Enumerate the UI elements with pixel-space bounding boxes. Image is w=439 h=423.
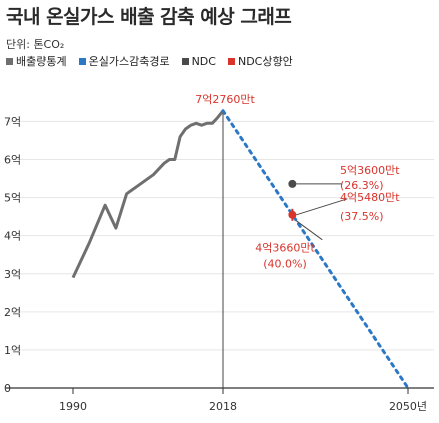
x-tick-label: 2018 [209,400,237,413]
y-tick-label: 2억 [4,306,21,319]
y-tick-label: 5억 [4,192,21,205]
chart-title: 국내 온실가스 배출 감축 예상 그래프 [6,6,292,28]
leader-ndc-raised-pct [296,220,323,241]
legend-item-ndc: NDC [181,53,216,69]
points-layer [288,179,348,241]
annotation-40-pct: (40.0%) [263,258,307,271]
annotation-ndc-raised-pct: (37.5%) [340,210,384,223]
annotation-40: 4억3660만t [255,242,315,255]
legend-swatch-reduction-path [78,57,86,65]
legend-item-ndc-raised: NDC상향안 [227,53,293,69]
axes: 1990 2018 2050년 [6,110,434,413]
legend-label-emissions: 배출량통계 [16,55,67,68]
x-tick-label: 2050년 [389,400,427,413]
y-tick-label: 4억 [4,230,21,243]
legend-swatch-ndc [181,57,189,65]
legend: 배출량통계 온실가스감축경로 NDC NDC상향안 [6,53,293,69]
point-ndc [288,179,297,188]
annotation-ndc-pct: (26.3%) [340,179,384,192]
legend-item-reduction-path: 온실가스감축경로 [78,53,170,69]
annotation-peak: 7억2760만t [195,93,255,106]
series-layer [71,109,410,390]
y-tick-label: 1억 [4,344,21,357]
unit-label: 단위: 톤CO₂ [6,38,65,51]
x-tick-label: 1990 [59,400,87,413]
annotation-ndc: 5억3600만t [340,164,400,177]
y-tick-label: 6억 [4,154,21,167]
series-line-emissions [71,109,225,279]
series-line-reduction-path [221,109,410,390]
annotation-ndc-raised: 4억5480만t [340,191,400,204]
legend-swatch-ndc-raised [227,57,235,65]
leader-ndc-raised [296,198,348,216]
legend-label-ndc-raised: NDC상향안 [237,55,293,68]
y-tick-label: 3억 [4,268,21,281]
legend-swatch-emissions [6,57,13,65]
legend-label-reduction-path: 온실가스감축경로 [88,55,170,68]
grid: 01억2억3억4억5억6억7억 [4,115,434,395]
y-tick-label: 7억 [4,115,21,128]
legend-label-ndc: NDC [191,54,216,68]
annotations-layer: 7억2760만t 5억3600만t (26.3%)4억5480만t (37.5%) 4억… [195,93,400,271]
legend-item-emissions: 배출량통계 [6,53,67,69]
